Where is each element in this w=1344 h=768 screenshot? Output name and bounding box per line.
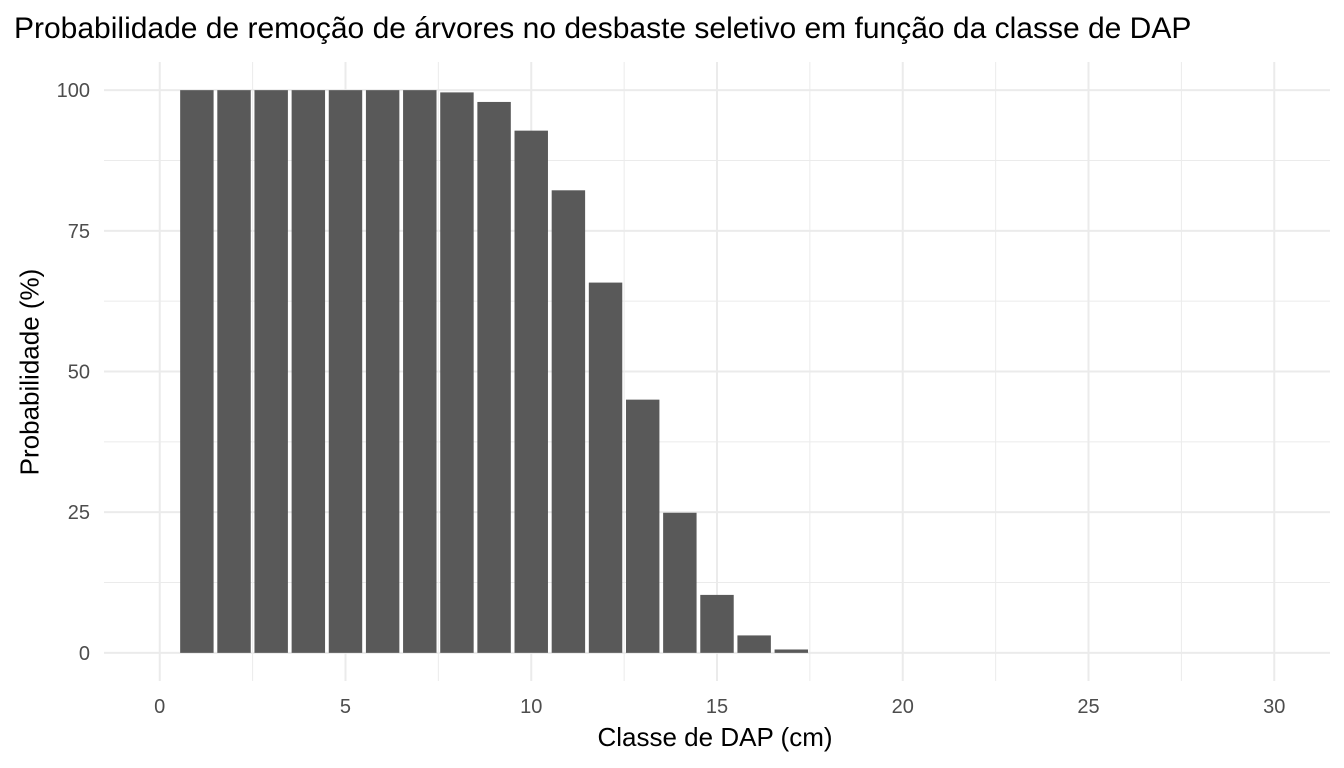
x-tick-label: 20 (892, 696, 914, 718)
bar (365, 90, 400, 653)
bar (551, 190, 586, 653)
bar (588, 282, 623, 653)
y-tick-label: 75 (68, 221, 90, 243)
bar (254, 90, 288, 653)
bar (625, 399, 660, 653)
x-tick-label: 10 (520, 696, 542, 718)
x-tick-label: 5 (340, 696, 351, 718)
bar (737, 635, 771, 653)
bar (440, 92, 474, 653)
bar (217, 90, 251, 653)
y-tick-label: 50 (68, 362, 90, 384)
y-axis-title: Probabilidade (%) (14, 268, 45, 476)
y-tick-label: 100 (57, 80, 90, 102)
bar (514, 130, 548, 653)
bar (328, 90, 363, 653)
x-axis-ticks: 0 5 10 15 20 25 30 (154, 696, 1285, 718)
bar (774, 649, 809, 653)
x-tick-label: 25 (1077, 696, 1099, 718)
x-tick-label: 0 (154, 696, 165, 718)
bar (180, 90, 214, 653)
bars (180, 90, 809, 653)
y-axis-ticks: 0 25 50 75 100 (57, 80, 90, 665)
x-axis-title: Classe de DAP (cm) (597, 722, 833, 752)
bar (403, 90, 437, 653)
chart-title: Probabilidade de remoção de árvores no d… (14, 12, 1192, 45)
x-tick-label: 30 (1263, 696, 1285, 718)
bar (700, 594, 734, 653)
y-tick-label: 25 (68, 502, 90, 524)
bar (291, 90, 326, 653)
bar (477, 101, 511, 653)
x-tick-label: 15 (706, 696, 728, 718)
bar (663, 512, 697, 653)
y-tick-label: 0 (79, 643, 90, 665)
